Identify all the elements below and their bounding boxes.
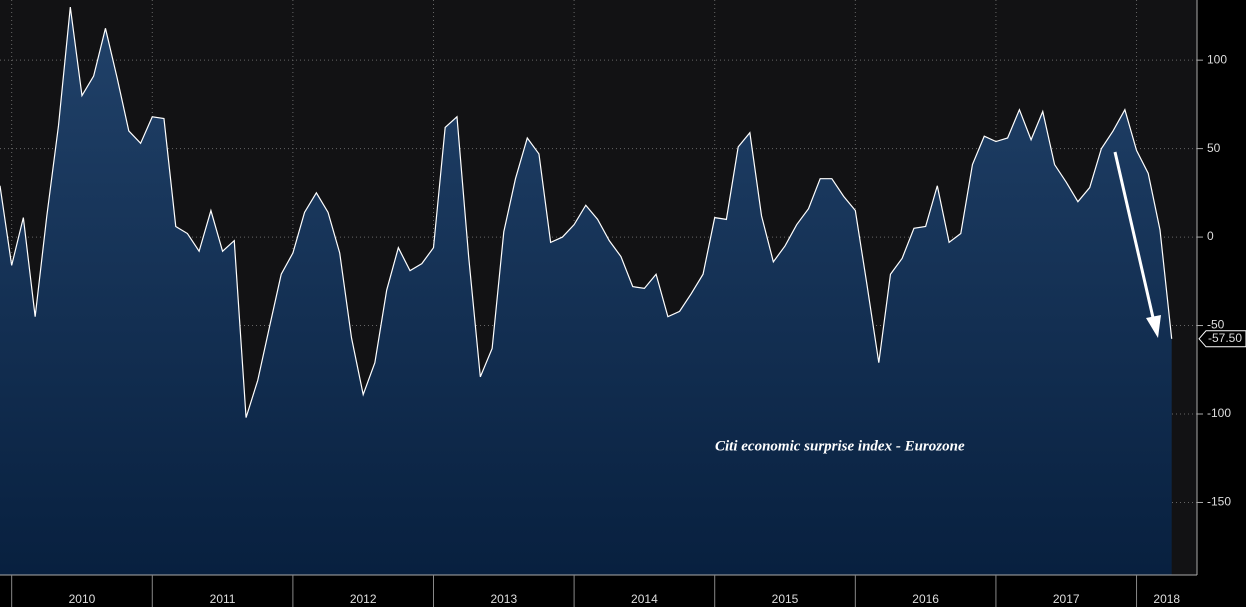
- x-tick-label: 2017: [1053, 592, 1080, 606]
- value-label: -57.50: [1208, 331, 1242, 345]
- area-fill: [0, 7, 1172, 576]
- y-tick-label: 100: [1207, 52, 1227, 66]
- y-tick-label: -100: [1207, 406, 1231, 420]
- x-tick-label: 2010: [69, 592, 96, 606]
- y-tick-label: 50: [1207, 141, 1221, 155]
- area-layer: [0, 6, 1173, 576]
- y-tick-label: -50: [1207, 318, 1225, 332]
- x-tick-label: 2013: [490, 592, 517, 606]
- value-label-box: [1198, 330, 1246, 348]
- x-tick-label: 2018: [1153, 592, 1180, 606]
- y-tick-label: 0: [1207, 229, 1214, 243]
- x-tick-label: 2016: [912, 592, 939, 606]
- x-tick-label: 2012: [350, 592, 377, 606]
- arrow: [1113, 151, 1161, 338]
- x-tick-label: 2014: [631, 592, 658, 606]
- y-tick-label: -150: [1207, 495, 1231, 509]
- overlay: 100 50 0 -50 -100 -150 2010 2011 2012 2013 2014 201…: [11, 52, 1246, 607]
- x-tick-label: 2011: [210, 592, 236, 606]
- annotation: Citi economic surprise index - Eurozone: [715, 438, 965, 454]
- line: [0, 6, 1173, 418]
- x-tick-label: 2015: [772, 592, 799, 606]
